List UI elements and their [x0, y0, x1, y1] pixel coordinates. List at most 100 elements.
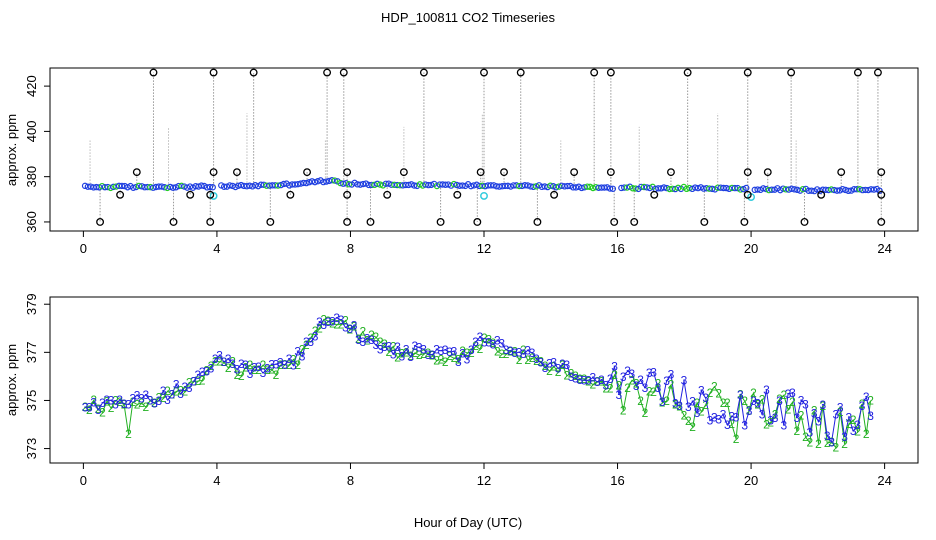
outlier-point [286, 190, 295, 199]
baseline-point [606, 185, 614, 192]
series-3-marker: 3 [780, 419, 787, 433]
baseline-point [198, 182, 205, 189]
series-3-marker: 3 [581, 373, 588, 387]
series-2-marker: 2 [516, 353, 523, 367]
outlier-point [743, 68, 752, 77]
outlier-point [667, 168, 675, 177]
series-3-marker: 3 [750, 394, 757, 408]
series-2-marker: 2 [507, 344, 514, 358]
baseline-point [547, 182, 554, 189]
outlier-point [700, 217, 709, 226]
series-2-marker: 2 [169, 387, 176, 401]
series-2-marker: 2 [546, 364, 553, 378]
series-2-marker: 2 [333, 318, 340, 332]
bottom-panel-x-ticks: 0 4 8 12 16 20 24 [80, 463, 892, 488]
series-2-marker: 2 [182, 384, 189, 398]
outlier-point [209, 68, 218, 77]
series-3-marker: 3 [642, 381, 649, 395]
series-3-marker: 3 [668, 367, 675, 381]
series-3-marker: 3 [333, 311, 340, 325]
outlier-point [419, 68, 428, 77]
top-xtick-label: 8 [347, 241, 354, 256]
outlier-point [817, 190, 826, 199]
top-panel-frame [49, 67, 919, 232]
series-3-marker: 3 [160, 384, 167, 398]
series-3-marker: 3 [312, 329, 319, 343]
outlier-point [206, 217, 215, 226]
series-3-marker: 3 [498, 337, 505, 351]
series-2-marker: 2 [281, 358, 288, 372]
baseline-point [209, 184, 216, 191]
series-2-marker: 2 [524, 353, 531, 367]
baseline-point [169, 184, 177, 191]
baseline-point [237, 181, 245, 189]
series-2-marker: 2 [151, 396, 158, 410]
series-2-marker: 2 [707, 386, 714, 400]
series-2-marker: 2 [286, 358, 293, 372]
series-3-marker: 3 [841, 430, 848, 444]
series-2-marker: 2 [86, 403, 93, 417]
series-2-marker: 2 [125, 427, 132, 441]
series-2-marker: 2 [268, 362, 275, 376]
baseline-point [294, 180, 302, 188]
baseline-point [833, 187, 841, 194]
series-2-marker: 2 [273, 368, 280, 382]
series-3-marker: 3 [746, 404, 753, 418]
outlier-point [533, 217, 542, 226]
series-3-marker: 3 [290, 359, 297, 373]
series-2-line [84, 318, 872, 449]
baseline-point [107, 184, 114, 192]
series-3-marker: 3 [763, 383, 770, 397]
series-3-marker: 3 [203, 365, 210, 379]
baseline-point [385, 180, 392, 187]
series-3-marker: 3 [802, 397, 809, 411]
series-3-marker: 3 [598, 373, 605, 387]
series-3-marker: 3 [611, 360, 618, 374]
series-3-marker: 3 [563, 358, 570, 372]
top-xtick-label: 20 [744, 241, 758, 256]
series-2-marker: 2 [624, 381, 631, 395]
series-2-marker: 2 [129, 395, 136, 409]
series-3-marker: 3 [481, 335, 488, 349]
baseline-point [323, 178, 330, 185]
series-3-marker: 3 [572, 372, 579, 386]
series-2-marker: 2 [451, 351, 458, 365]
series-2-marker: 2 [377, 335, 384, 349]
series-3-marker: 3 [459, 347, 466, 361]
outlier-point [516, 68, 525, 77]
series-3-marker: 3 [320, 318, 327, 332]
outlier-point [383, 190, 392, 199]
series-3-marker: 3 [806, 425, 813, 439]
series-2-marker: 2 [785, 403, 792, 417]
series-3-marker: 3 [698, 384, 705, 398]
baseline-point [490, 182, 497, 189]
outlier-point [650, 190, 659, 199]
series-2-marker: 2 [563, 369, 570, 383]
baseline-point [345, 181, 353, 188]
series-3-marker: 3 [342, 321, 349, 335]
series-2-marker: 2 [346, 323, 353, 337]
series-3-marker: 3 [151, 397, 158, 411]
outlier-point [476, 168, 485, 177]
series-2-marker: 2 [95, 402, 102, 416]
series-2-marker: 2 [607, 382, 614, 396]
series-2-marker: 2 [251, 363, 258, 377]
series-3-marker: 3 [403, 342, 410, 356]
series-2-marker: 2 [542, 359, 549, 373]
series-3-marker: 3 [490, 338, 497, 352]
bottom-xtick-label: 0 [80, 473, 87, 488]
series-2-marker: 2 [841, 437, 848, 451]
series-3-marker: 3 [767, 414, 774, 428]
series-2-marker: 2 [381, 337, 388, 351]
baseline-point [368, 181, 375, 189]
series-2-marker: 2 [555, 365, 562, 379]
series-3-marker: 3 [820, 398, 827, 412]
series-2-marker: 2 [225, 361, 232, 375]
bottom-panel: approx. ppm 2222222222222222222222222222… [4, 293, 919, 488]
series-2-marker: 2 [359, 325, 366, 339]
series-3-marker: 3 [620, 370, 627, 384]
series-3-marker: 3 [242, 358, 249, 372]
outlier-point [343, 190, 352, 199]
baseline-point [632, 185, 639, 192]
series-2-marker: 2 [386, 345, 393, 359]
